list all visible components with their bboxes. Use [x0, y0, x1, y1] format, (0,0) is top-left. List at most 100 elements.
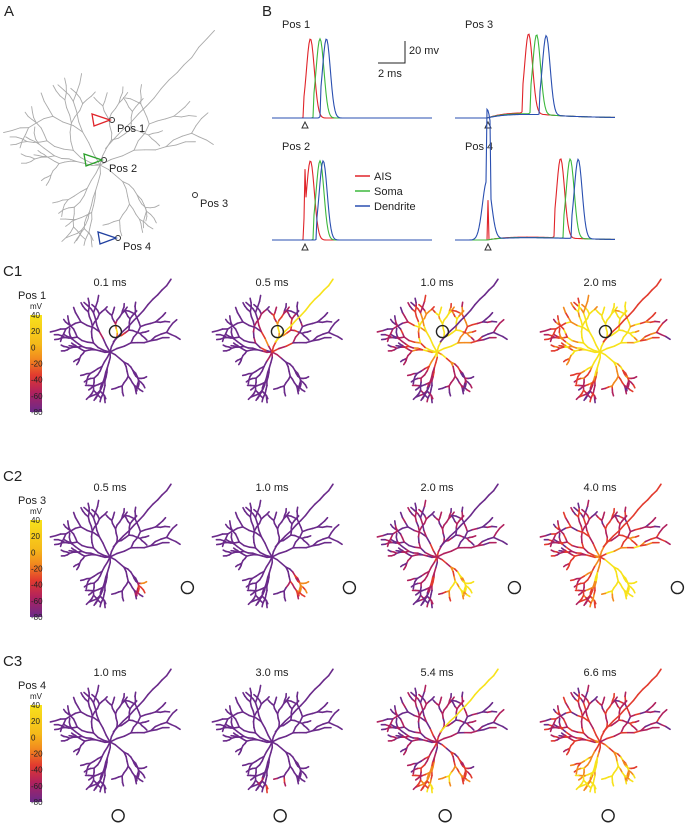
dendrite [407, 506, 411, 512]
dendrite [267, 514, 271, 518]
dendrite [43, 100, 50, 110]
dendrite [92, 306, 97, 314]
dendrite [40, 92, 45, 102]
dendrite [471, 527, 479, 531]
dendrite [288, 370, 292, 378]
dendrite [426, 398, 429, 403]
dendrite [451, 699, 457, 702]
dendrite [304, 384, 308, 389]
dendrite [259, 551, 267, 557]
dendrite [108, 112, 112, 120]
dendrite [247, 379, 250, 385]
dendrite [92, 190, 97, 199]
dendrite [589, 555, 596, 559]
dendrite [492, 278, 499, 287]
dendrite [165, 716, 171, 724]
dendrite [617, 709, 625, 717]
dendrite [127, 319, 135, 327]
dendrite [105, 549, 111, 558]
dendrite [309, 298, 316, 306]
dendrite [296, 301, 299, 308]
dendrite [632, 384, 636, 389]
dendrite [77, 316, 82, 323]
dendrite [301, 778, 306, 783]
dendrite [265, 561, 271, 568]
dendrite [318, 679, 325, 686]
dendrite [43, 115, 54, 119]
dendrite [151, 499, 159, 506]
dendrite [470, 729, 479, 734]
dendrite [418, 541, 422, 549]
dendrite [118, 133, 126, 139]
dendrite [136, 194, 140, 201]
dendrite [428, 750, 433, 758]
dendrite [106, 566, 110, 574]
dendrite [420, 764, 426, 769]
dendrite [634, 322, 642, 326]
dendrite [439, 511, 443, 516]
dendrite [483, 726, 491, 731]
dendrite [271, 552, 280, 558]
dendrite [254, 696, 259, 704]
dendrite [20, 141, 28, 143]
dendrite [622, 721, 629, 728]
dendrite [570, 506, 574, 512]
dendrite [206, 30, 215, 39]
dendrite [469, 589, 473, 594]
dendrite [626, 715, 632, 724]
dendrite [165, 331, 172, 336]
dendrite [296, 595, 300, 600]
dendrite [112, 725, 120, 733]
dendrite [655, 326, 661, 334]
dendrite [586, 499, 590, 508]
dendrite [35, 138, 40, 145]
dendrite [79, 103, 84, 112]
dendrite [413, 324, 422, 329]
dendrite [270, 356, 274, 364]
dendrite [161, 674, 168, 681]
dendrite [472, 535, 477, 538]
dendrite [247, 769, 250, 775]
dendrite [588, 330, 594, 340]
dendrite [130, 541, 135, 549]
dendrite [65, 325, 72, 330]
dendrite [633, 580, 638, 584]
dendrite [318, 726, 326, 731]
dendrite [97, 784, 102, 789]
dendrite [29, 138, 36, 142]
dendrite [242, 301, 246, 307]
position-marker [180, 580, 195, 595]
dendrite [423, 324, 428, 333]
dendrite [595, 309, 599, 313]
dendrite [259, 784, 264, 789]
dendrite [599, 347, 608, 353]
dendrite [65, 231, 71, 238]
dendrite [125, 101, 130, 108]
dendrite [93, 764, 99, 769]
dendrite [63, 148, 74, 151]
dendrite [37, 150, 42, 154]
dendrite [430, 561, 436, 568]
dendrite [74, 311, 80, 319]
dendrite [439, 696, 443, 701]
dendrite [168, 712, 174, 719]
dendrite [327, 531, 333, 539]
dendrite [483, 336, 491, 341]
dendrite [267, 699, 271, 703]
dendrite [661, 708, 668, 715]
dendrite [550, 344, 555, 348]
dendrite [231, 527, 239, 532]
dendrite [397, 342, 402, 346]
dendrite [307, 330, 312, 333]
dendrite [560, 342, 565, 346]
dendrite [254, 547, 261, 554]
dendrite [399, 511, 404, 519]
dendrite [126, 760, 130, 768]
dendrite [587, 736, 595, 742]
dendrite [413, 731, 422, 734]
dendrite [137, 773, 140, 778]
dendrite [109, 125, 113, 134]
dendrite [464, 309, 472, 317]
dendrite [138, 105, 147, 115]
dendrite [254, 701, 259, 710]
